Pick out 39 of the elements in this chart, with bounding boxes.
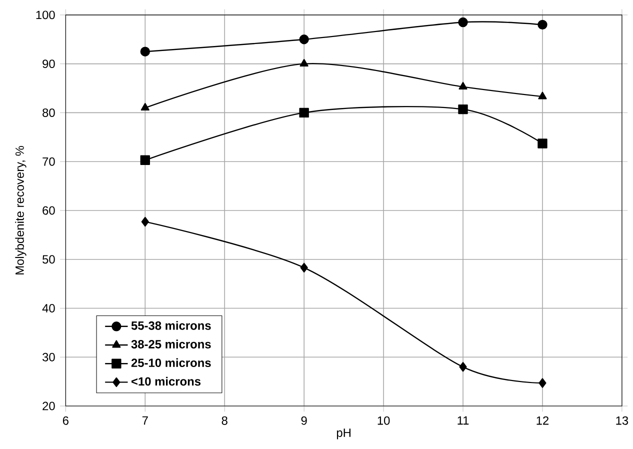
point bbox=[140, 103, 150, 111]
point bbox=[538, 378, 546, 388]
point bbox=[299, 108, 309, 118]
x-tick-label: 8 bbox=[222, 416, 228, 425]
point bbox=[299, 34, 309, 44]
point bbox=[141, 216, 149, 227]
y-tick-label: 30 bbox=[42, 352, 55, 362]
x-axis-title: pH bbox=[336, 428, 350, 440]
point bbox=[458, 82, 468, 90]
point bbox=[538, 92, 547, 100]
x-tick-label: 6 bbox=[62, 416, 68, 425]
y-tick-label: 20 bbox=[42, 402, 55, 410]
y-axis-title: Molybdenite recovery, % bbox=[15, 146, 26, 275]
point bbox=[538, 20, 548, 30]
y-tick-label: 100 bbox=[36, 10, 55, 20]
x-tick-label: 7 bbox=[142, 416, 148, 425]
legend-label: <10 microns bbox=[131, 376, 201, 386]
y-tick-label: 50 bbox=[42, 255, 55, 264]
point bbox=[459, 362, 467, 372]
legend-label: 38-25 microns bbox=[131, 340, 211, 349]
x-tick-label: 10 bbox=[378, 416, 390, 425]
y-tick-label: 90 bbox=[42, 60, 55, 68]
point bbox=[140, 46, 150, 57]
point bbox=[300, 59, 308, 67]
point bbox=[538, 138, 548, 148]
legend-label: 55-38 microns bbox=[131, 321, 211, 330]
x-tick-label: 12 bbox=[536, 416, 549, 425]
y-tick-label: 40 bbox=[42, 304, 55, 313]
y-tick-label: 80 bbox=[42, 108, 55, 118]
point bbox=[458, 18, 468, 28]
x-tick-label: 9 bbox=[301, 416, 307, 425]
point bbox=[140, 155, 150, 166]
point bbox=[458, 104, 468, 114]
y-tick-label: 60 bbox=[42, 206, 55, 215]
x-tick-label: 13 bbox=[616, 416, 628, 425]
x-tick-label: 11 bbox=[458, 416, 469, 425]
point bbox=[300, 262, 308, 273]
y-tick-label: 70 bbox=[42, 157, 55, 166]
legend-label: 25-10 microns bbox=[131, 358, 211, 368]
